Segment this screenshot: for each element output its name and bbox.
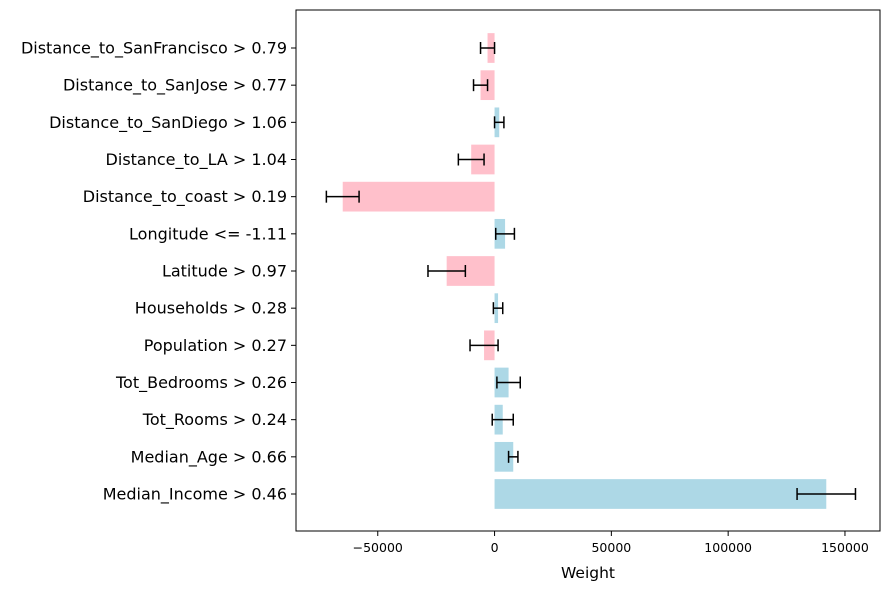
category-label: Tot_Rooms > 0.24 [142,410,287,430]
x-axis-title: Weight [561,564,615,582]
x-tick-label: 150000 [821,540,869,555]
bar [342,181,495,212]
error-bar [469,339,499,352]
category-label: Households > 0.28 [135,299,287,318]
category-label: Latitude > 0.97 [162,262,287,281]
error-bar [796,488,857,500]
error-bar [494,227,516,240]
category-labels: Distance_to_SanFrancisco > 0.79 Distance_… [21,39,296,505]
category-label: Population > 0.27 [144,336,287,355]
category-label: Distance_to_SanJose > 0.77 [63,76,287,96]
error-bar [507,450,519,463]
plot-frame [295,9,881,532]
error-bar [493,116,505,129]
bar [494,479,827,509]
error-bar [325,190,360,203]
category-label: Distance_to_SanDiego > 1.06 [49,113,287,133]
x-tick-label: −50000 [353,540,403,555]
x-tick-label: 100000 [704,540,752,555]
error-bar [427,265,467,277]
error-bar [472,79,489,92]
error-bar [492,302,504,315]
error-bar [496,376,522,389]
bar [494,441,514,472]
error-bars-layer [325,42,857,500]
x-tick-label: 0 [491,540,499,555]
x-tick-label: 50000 [591,540,631,555]
category-label: Median_Income > 0.46 [103,485,287,505]
error-bar [491,413,514,426]
error-bar [457,153,485,166]
category-label: Longitude <= -1.11 [129,224,287,243]
category-label: Tot_Bedrooms > 0.26 [115,373,287,393]
category-label: Distance_to_LA > 1.04 [106,150,287,170]
category-label: Distance_to_coast > 0.19 [83,187,287,207]
error-bar [479,42,496,54]
category-label: Median_Age > 0.66 [131,447,287,467]
category-label: Distance_to_SanFrancisco > 0.79 [21,39,287,59]
bars-layer [342,33,827,509]
x-axis-ticks: −50000 0 50000 100000 150000 [353,531,869,555]
